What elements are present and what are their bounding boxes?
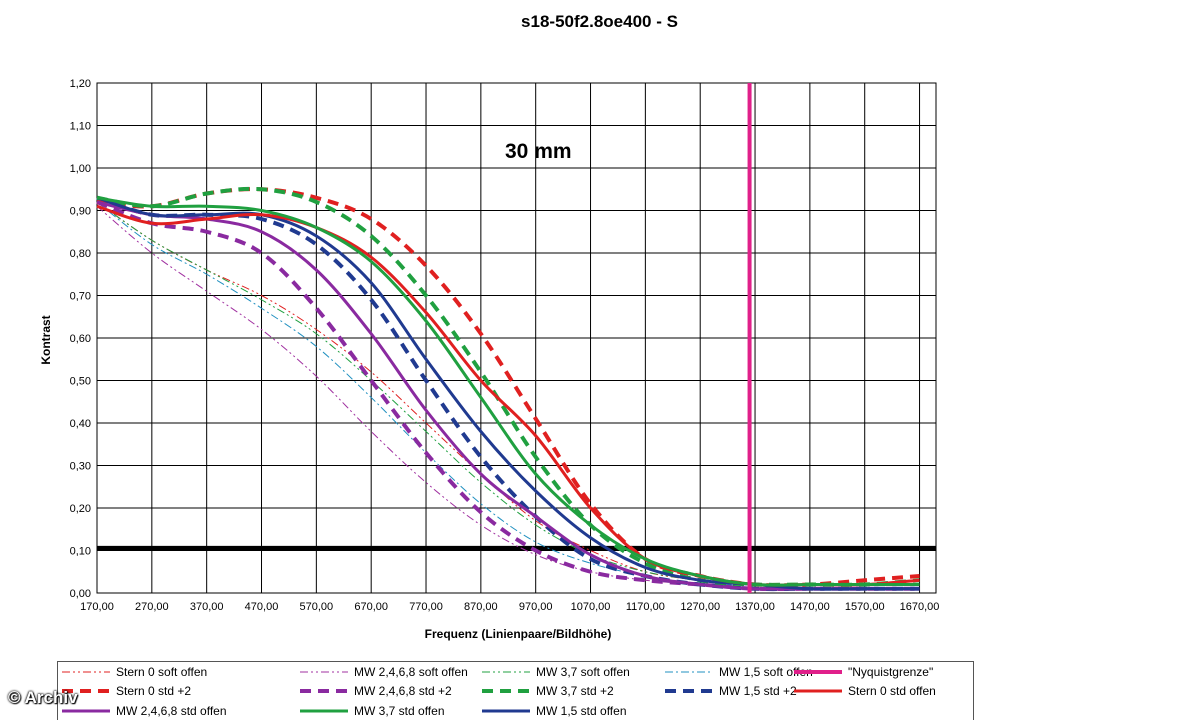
x-tick-label: 1570,00 [845, 601, 885, 613]
legend-swatch [665, 671, 713, 673]
legend-swatch [300, 709, 348, 713]
legend-swatch [794, 670, 842, 674]
x-tick-label: 570,00 [300, 601, 334, 613]
legend-label: "Nyquistgrenze" [848, 665, 934, 679]
series-line-5 [96, 187, 920, 588]
x-tick-label: 1470,00 [790, 601, 830, 613]
legend-label: MW 2,4,6,8 std offen [116, 704, 227, 718]
series-line-9 [96, 204, 920, 587]
ticks: 170,00 270,00 370,00 470,00 570,00 670,00 770,… [70, 78, 940, 613]
legend-swatch [482, 709, 530, 713]
y-tick-label: 0,50 [70, 376, 91, 388]
series-line-11 [96, 196, 920, 587]
series-line-0 [96, 201, 920, 586]
legend-swatch [482, 689, 530, 693]
y-tick-label: 0,90 [70, 206, 91, 218]
legend-swatch [300, 671, 348, 673]
x-tick-label: 1170,00 [626, 601, 665, 613]
series-line-3 [96, 201, 920, 590]
legend: Stern 0 soft offen MW 2,4,6,8 soft offen M… [57, 661, 974, 720]
legend-swatch [62, 689, 110, 693]
legend-label: MW 1,5 soft offen [719, 665, 813, 679]
legend-swatch [62, 709, 110, 713]
legend-swatch [300, 689, 348, 693]
legend-label: MW 3,7 std +2 [536, 684, 614, 698]
series-line-12 [96, 196, 920, 591]
series-line-2 [96, 201, 920, 586]
x-tick-label: 170,00 [80, 601, 114, 613]
legend-label: Stern 0 std +2 [116, 684, 192, 698]
x-tick-label: 1270,00 [680, 601, 720, 613]
x-tick-label: 470,00 [245, 601, 279, 613]
y-tick-label: 0,40 [70, 418, 91, 430]
series-line-8 [96, 195, 920, 592]
y-tick-label: 1,00 [70, 163, 91, 175]
x-tick-label: 370,00 [190, 601, 224, 613]
chart-title: s18-50f2.8oe400 - S [521, 12, 678, 31]
y-tick-label: 0,80 [70, 248, 91, 260]
legend-label: Stern 0 soft offen [116, 665, 208, 679]
watermark: © Archiv [8, 688, 78, 707]
x-tick-label: 1070,00 [571, 601, 611, 613]
focal-length-annotation: 30 mm [505, 140, 572, 163]
x-tick-label: 270,00 [135, 601, 169, 613]
x-tick-label: 670,00 [354, 601, 388, 613]
grid [96, 82, 937, 594]
x-tick-label: 1670,00 [900, 601, 940, 613]
x-tick-label: 870,00 [464, 601, 498, 613]
legend-swatch [62, 671, 110, 673]
y-tick-label: 0,30 [70, 461, 91, 473]
series-group [96, 83, 920, 593]
y-tick-label: 0,00 [70, 588, 91, 600]
legend-label: Stern 0 std offen [848, 684, 936, 698]
x-tick-label: 770,00 [409, 601, 443, 613]
y-tick-label: 0,10 [70, 546, 91, 558]
legend-swatch [482, 671, 530, 673]
series-line-7 [96, 186, 920, 587]
series-line-10 [96, 200, 920, 591]
x-tick-label: 970,00 [519, 601, 553, 613]
legend-label: MW 3,7 soft offen [536, 665, 630, 679]
legend-swatch [665, 689, 713, 693]
legend-swatch [794, 689, 842, 693]
series-line-6 [96, 200, 920, 592]
y-tick-label: 1,20 [70, 78, 91, 90]
y-axis-label: Kontrast [39, 315, 53, 364]
y-tick-label: 0,60 [70, 333, 91, 345]
x-tick-label: 1370,00 [735, 601, 775, 613]
legend-label: MW 3,7 std offen [354, 704, 445, 718]
y-tick-label: 0,70 [70, 291, 91, 303]
legend-label: MW 2,4,6,8 soft offen [354, 665, 468, 679]
x-axis-label: Frequenz (Linienpaare/Bildhöhe) [425, 627, 612, 641]
legend-label: MW 2,4,6,8 std +2 [354, 684, 452, 698]
legend-label: MW 1,5 std offen [536, 704, 627, 718]
chart-plot: 170,00 270,00 370,00 470,00 570,00 670,00 770,… [39, 78, 940, 641]
y-tick-label: 1,10 [70, 121, 91, 133]
legend-label: MW 1,5 std +2 [719, 684, 797, 698]
y-tick-label: 0,20 [70, 503, 91, 515]
